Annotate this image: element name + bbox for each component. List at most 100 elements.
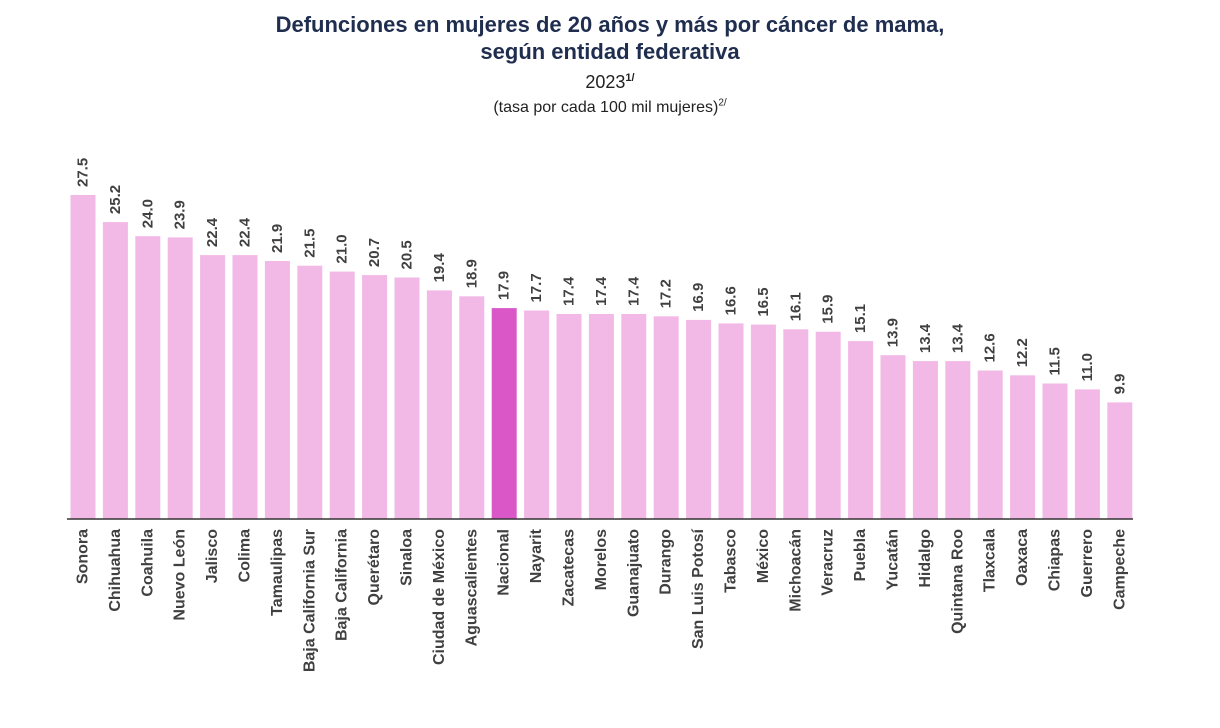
category-label: Tamaulipas	[269, 529, 286, 616]
value-label: 15.9	[820, 294, 837, 323]
bar	[329, 271, 355, 519]
bar	[945, 361, 971, 519]
chart-title-line1: Defunciones en mujeres de 20 años y más …	[275, 12, 945, 37]
bar	[783, 329, 809, 519]
bar	[200, 255, 226, 519]
category-label: Colima	[237, 529, 254, 582]
category-label: Coahuila	[139, 529, 156, 597]
value-label: 23.9	[172, 200, 189, 229]
bar	[653, 316, 679, 519]
bar	[426, 290, 452, 519]
bar	[977, 370, 1003, 519]
chart-title-line2: según entidad federativa	[480, 39, 740, 64]
bar	[135, 236, 161, 519]
category-label: Durango	[658, 529, 675, 595]
value-label: 13.4	[917, 323, 934, 353]
category-label: Guanajuato	[625, 529, 642, 617]
category-label: Chihuahua	[107, 529, 124, 612]
category-label: Tabasco	[723, 529, 740, 593]
year-footnote: 1/	[625, 72, 635, 84]
category-label: Oaxaca	[1014, 529, 1031, 586]
value-label: 9.9	[1111, 374, 1128, 395]
category-label: Chiapas	[1047, 529, 1064, 591]
category-label: Ciudad de México	[431, 529, 448, 665]
bar	[912, 361, 938, 519]
value-label: 24.0	[139, 199, 156, 228]
value-label: 17.4	[625, 276, 642, 306]
value-label: 16.9	[690, 283, 707, 312]
category-label: Aguascalientes	[463, 529, 480, 646]
category-label: Michoacán	[787, 529, 804, 612]
value-label: 17.7	[528, 273, 545, 302]
category-label: Sinaloa	[399, 529, 416, 586]
value-label: 25.2	[107, 185, 124, 214]
value-label: 11.0	[1079, 353, 1096, 381]
bar	[815, 331, 841, 519]
subtitle-footnote: 2/	[718, 97, 727, 109]
bar	[1074, 389, 1100, 519]
category-label: Hidalgo	[917, 529, 934, 588]
value-label: 17.9	[496, 271, 513, 300]
category-label: Tlaxcala	[982, 529, 999, 592]
subtitle-text: (tasa por cada 100 mil mujeres)	[493, 99, 719, 116]
year-text: 2023	[585, 72, 626, 92]
value-label: 16.5	[755, 287, 772, 316]
chart-subtitle: (tasa por cada 100 mil mujeres)2/	[0, 98, 1220, 118]
bar	[102, 222, 128, 519]
bar	[70, 195, 96, 519]
bar	[718, 323, 744, 519]
value-label: 21.5	[301, 228, 318, 257]
value-label: 22.4	[237, 217, 254, 247]
value-label: 17.4	[561, 276, 578, 306]
bar	[1107, 402, 1133, 519]
bar	[524, 310, 550, 519]
bar	[621, 314, 647, 519]
value-label: 22.4	[204, 217, 221, 247]
value-label: 15.1	[852, 304, 869, 333]
category-label: Sonora	[75, 529, 92, 584]
category-label: Zacatecas	[561, 529, 578, 606]
value-label: 18.9	[463, 259, 480, 288]
bar	[848, 341, 874, 519]
category-label: Baja California	[334, 529, 351, 641]
bar	[362, 275, 388, 519]
value-label: 21.0	[334, 234, 351, 263]
category-label: Nacional	[496, 529, 513, 596]
category-label: Jalisco	[204, 529, 221, 583]
chart-year: 20231/	[0, 71, 1220, 93]
bar	[1042, 383, 1068, 519]
value-label: 19.4	[431, 253, 448, 283]
category-label: Veracruz	[820, 529, 837, 596]
bar	[459, 296, 485, 519]
bar	[264, 261, 290, 519]
value-label: 16.6	[723, 286, 740, 315]
category-label: Yucatán	[885, 529, 902, 590]
bar	[750, 324, 776, 519]
bar	[1010, 375, 1036, 519]
value-label: 12.2	[1014, 338, 1031, 367]
bar	[232, 255, 258, 519]
bar	[167, 237, 193, 519]
category-label: San Luis Potosí	[690, 528, 707, 649]
bar	[588, 314, 614, 519]
category-label: Quintana Roo	[949, 529, 966, 634]
bar	[394, 277, 420, 519]
value-label: 13.9	[885, 318, 902, 347]
bar	[556, 314, 582, 519]
category-label: Guerrero	[1079, 529, 1096, 598]
value-label: 21.9	[269, 224, 286, 253]
value-label: 20.5	[399, 240, 416, 269]
category-label: Morelos	[593, 529, 610, 590]
value-label: 13.4	[949, 323, 966, 353]
category-label: Puebla	[852, 529, 869, 582]
category-label: Nayarit	[528, 528, 545, 583]
category-label: Querétaro	[366, 529, 383, 606]
value-label: 17.2	[658, 279, 675, 308]
category-label: Baja California Sur	[301, 529, 318, 672]
value-label: 27.5	[75, 158, 92, 187]
value-label: 16.1	[787, 292, 804, 321]
value-label: 17.4	[593, 276, 610, 306]
category-label: México	[755, 529, 772, 583]
category-label: Campeche	[1111, 529, 1128, 610]
